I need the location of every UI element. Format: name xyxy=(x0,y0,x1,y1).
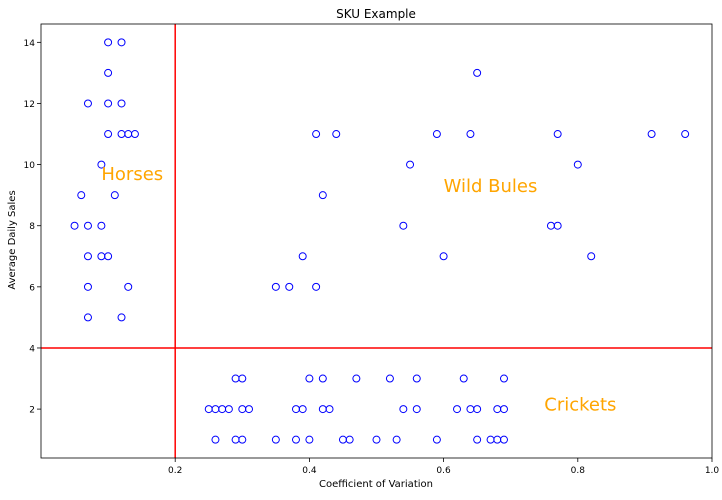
y-tick-label: 6 xyxy=(29,283,35,293)
y-axis-label: Average Daily Sales xyxy=(7,190,18,289)
data-point xyxy=(412,374,421,383)
data-point xyxy=(104,130,113,139)
data-point xyxy=(332,130,341,139)
y-tick-label: 12 xyxy=(24,100,35,110)
quadrant-label: Horses xyxy=(101,164,163,185)
data-point xyxy=(104,252,113,261)
data-point xyxy=(473,405,482,414)
data-point xyxy=(305,374,314,383)
data-point xyxy=(352,374,361,383)
data-point xyxy=(83,99,92,108)
data-point xyxy=(499,405,508,414)
data-point xyxy=(130,130,139,139)
x-tick-label: 0.6 xyxy=(436,466,451,476)
y-tick-label: 10 xyxy=(24,161,36,171)
data-point xyxy=(466,130,475,139)
data-point xyxy=(345,435,354,444)
y-tick-label: 2 xyxy=(29,406,35,416)
quadrant-label: Crickets xyxy=(544,395,616,416)
y-tick-label: 14 xyxy=(24,39,36,49)
x-tick-label: 0.2 xyxy=(168,466,182,476)
data-point xyxy=(318,374,327,383)
data-point xyxy=(392,435,401,444)
x-tick-label: 0.4 xyxy=(302,466,317,476)
data-point xyxy=(245,405,254,414)
data-point xyxy=(325,405,334,414)
data-point xyxy=(291,435,300,444)
data-point xyxy=(285,282,294,291)
data-point xyxy=(587,252,596,261)
data-point xyxy=(312,282,321,291)
data-point xyxy=(385,374,394,383)
data-point xyxy=(499,435,508,444)
data-point xyxy=(459,374,468,383)
data-point xyxy=(647,130,656,139)
data-point xyxy=(406,160,415,169)
data-point xyxy=(97,160,106,169)
data-point xyxy=(83,282,92,291)
data-point xyxy=(499,374,508,383)
data-point xyxy=(399,221,408,230)
data-point xyxy=(432,435,441,444)
x-tick-label: 1.0 xyxy=(705,466,720,476)
data-point xyxy=(553,221,562,230)
data-point xyxy=(104,99,113,108)
data-point xyxy=(110,191,119,200)
data-point xyxy=(453,405,462,414)
data-point xyxy=(473,435,482,444)
data-point xyxy=(97,221,106,230)
data-point xyxy=(224,405,233,414)
data-point xyxy=(439,252,448,261)
x-tick-label: 0.8 xyxy=(571,466,586,476)
chart-title: SKU Example xyxy=(336,7,416,21)
data-point xyxy=(117,313,126,322)
data-point xyxy=(238,435,247,444)
data-point xyxy=(318,191,327,200)
data-point xyxy=(432,130,441,139)
data-point xyxy=(298,252,307,261)
data-point xyxy=(312,130,321,139)
data-point xyxy=(117,99,126,108)
y-tick-label: 4 xyxy=(29,344,35,354)
data-point xyxy=(553,130,562,139)
data-point xyxy=(104,38,113,47)
data-point xyxy=(83,252,92,261)
data-point xyxy=(70,221,79,230)
data-point xyxy=(473,68,482,77)
data-point xyxy=(238,374,247,383)
data-point xyxy=(412,405,421,414)
data-point xyxy=(124,282,133,291)
data-point xyxy=(573,160,582,169)
plot-frame xyxy=(40,23,713,459)
quadrant-label: Wild Bules xyxy=(444,176,538,197)
data-point xyxy=(681,130,690,139)
data-point xyxy=(211,435,220,444)
x-axis-label: Coefficient of Variation xyxy=(319,479,433,490)
data-point xyxy=(83,221,92,230)
data-point xyxy=(305,435,314,444)
y-tick-label: 8 xyxy=(29,222,35,232)
data-point xyxy=(298,405,307,414)
data-point xyxy=(271,282,280,291)
data-point xyxy=(399,405,408,414)
data-point xyxy=(372,435,381,444)
data-point xyxy=(104,68,113,77)
data-point xyxy=(83,313,92,322)
data-point xyxy=(271,435,280,444)
plot-area: 0.2 0.4 0.6 0.8 1.0 2 4 6 8 10 12 14 Horses Wild Bule… xyxy=(24,23,720,476)
data-point xyxy=(77,191,86,200)
data-point xyxy=(117,38,126,47)
